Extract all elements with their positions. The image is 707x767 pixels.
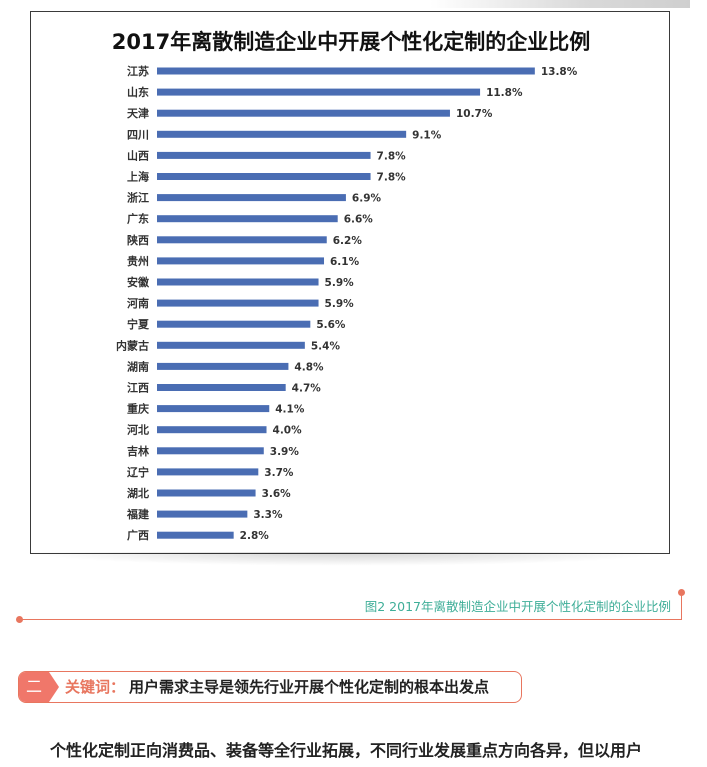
bar bbox=[157, 194, 346, 202]
category-label: 上海 bbox=[127, 170, 149, 184]
section-heading: 二 关键词： 用户需求主导是领先行业开展个性化定制的根本出发点 bbox=[18, 671, 522, 703]
category-label: 宁夏 bbox=[127, 317, 150, 331]
value-label: 6.1% bbox=[330, 256, 360, 268]
value-label: 9.1% bbox=[412, 129, 442, 141]
section-number-badge: 二 bbox=[19, 672, 59, 702]
bar bbox=[157, 236, 327, 244]
value-label: 13.8% bbox=[541, 66, 578, 78]
bar bbox=[157, 468, 259, 476]
value-label: 6.6% bbox=[344, 214, 374, 226]
value-label: 10.7% bbox=[456, 108, 493, 120]
bar bbox=[157, 531, 234, 539]
bar bbox=[157, 257, 325, 265]
bar bbox=[157, 405, 270, 413]
category-label: 江西 bbox=[127, 381, 149, 395]
top-shadow-decoration bbox=[430, 0, 690, 8]
category-label: 湖南 bbox=[127, 359, 149, 373]
bar bbox=[157, 489, 256, 497]
caption-dot-left bbox=[16, 616, 23, 623]
bar bbox=[157, 130, 407, 138]
value-label: 7.8% bbox=[377, 150, 407, 162]
bar bbox=[157, 447, 264, 455]
category-label: 内蒙古 bbox=[116, 338, 149, 352]
value-label: 7.8% bbox=[377, 172, 407, 184]
category-label: 辽宁 bbox=[127, 465, 149, 479]
value-label: 3.6% bbox=[262, 488, 292, 500]
value-label: 2.8% bbox=[240, 530, 270, 542]
chart-frame: 2017年离散制造企业中开展个性化定制的企业比例 江苏 13.8% 山东 11.8% 天… bbox=[30, 11, 670, 554]
bar bbox=[157, 510, 248, 518]
caption-dot-top bbox=[678, 589, 685, 596]
bar bbox=[157, 426, 267, 434]
chart-title: 2017年离散制造企业中开展个性化定制的企业比例 bbox=[111, 30, 591, 54]
category-label: 江苏 bbox=[127, 64, 149, 78]
chart-shadow bbox=[22, 552, 672, 566]
category-label: 广西 bbox=[127, 528, 149, 542]
value-label: 4.1% bbox=[275, 404, 305, 416]
bar bbox=[157, 320, 311, 328]
category-label: 广东 bbox=[127, 212, 149, 226]
category-label: 陕西 bbox=[127, 233, 149, 247]
bar bbox=[157, 215, 338, 223]
value-label: 6.2% bbox=[333, 235, 363, 247]
bar bbox=[157, 88, 481, 96]
value-label: 11.8% bbox=[486, 87, 523, 99]
section-heading-text: 用户需求主导是领先行业开展个性化定制的根本出发点 bbox=[129, 678, 490, 696]
body-paragraph: 个性化定制正向消费品、装备等全行业拓展，不同行业发展重点方向各异，但以用户 bbox=[50, 741, 643, 760]
bar-chart: 江苏 13.8% 山东 11.8% 天津 10.7% 四川 9.1% 山西 7.8% 上海 7.8% 浙… bbox=[116, 64, 578, 542]
value-label: 5.6% bbox=[316, 319, 346, 331]
bar bbox=[157, 278, 319, 286]
category-label: 浙江 bbox=[127, 191, 149, 205]
value-label: 4.0% bbox=[273, 425, 303, 437]
value-label: 6.9% bbox=[352, 193, 382, 205]
figure-caption: 图2 2017年离散制造企业中开展个性化定制的企业比例 bbox=[364, 599, 671, 614]
value-label: 5.9% bbox=[325, 277, 355, 289]
category-label: 安徽 bbox=[127, 275, 150, 289]
value-label: 4.8% bbox=[294, 361, 324, 373]
category-label: 重庆 bbox=[127, 402, 149, 416]
bar bbox=[157, 151, 371, 159]
category-label: 吉林 bbox=[127, 444, 149, 458]
bar bbox=[157, 67, 535, 75]
value-label: 5.4% bbox=[311, 340, 341, 352]
category-label: 湖北 bbox=[127, 486, 149, 500]
category-label: 山西 bbox=[127, 148, 149, 162]
category-label: 天津 bbox=[127, 106, 149, 120]
value-label: 3.3% bbox=[253, 509, 283, 521]
category-label: 河南 bbox=[127, 296, 149, 310]
section-keyword: 关键词： bbox=[65, 678, 126, 696]
category-label: 福建 bbox=[126, 507, 150, 521]
bar bbox=[157, 299, 319, 307]
value-label: 4.7% bbox=[292, 383, 322, 395]
bar bbox=[157, 362, 289, 370]
category-label: 贵州 bbox=[127, 254, 149, 268]
bar bbox=[157, 109, 450, 117]
value-label: 3.7% bbox=[264, 467, 294, 479]
bar bbox=[157, 173, 371, 180]
category-label: 四川 bbox=[127, 128, 149, 141]
bar bbox=[157, 384, 286, 391]
category-label: 河北 bbox=[127, 423, 149, 437]
caption-vertical-line bbox=[681, 593, 682, 620]
value-label: 3.9% bbox=[270, 446, 300, 458]
category-label: 山东 bbox=[127, 85, 149, 99]
caption-underline bbox=[20, 619, 682, 620]
bar bbox=[157, 341, 305, 349]
value-label: 5.9% bbox=[325, 298, 355, 310]
